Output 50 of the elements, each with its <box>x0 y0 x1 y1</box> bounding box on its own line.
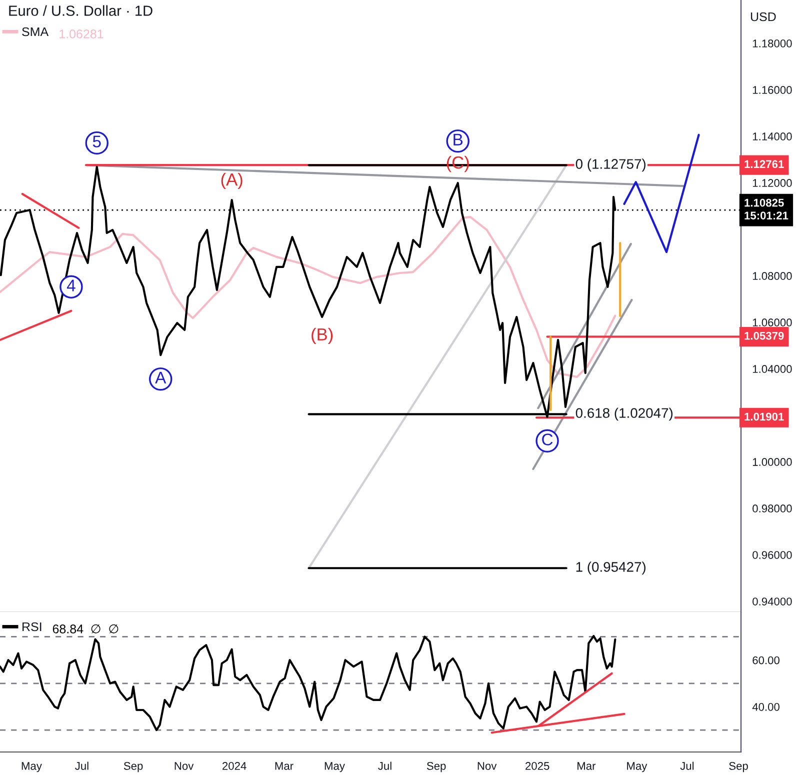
annotation: C <box>542 434 553 446</box>
y-axis-title: USD <box>750 12 776 22</box>
x-tick-label: Sep <box>426 762 446 772</box>
legend-label: SMA <box>22 27 49 36</box>
y-tick-label: 0.98000 <box>752 504 792 512</box>
y-tick-label: 1.00000 <box>752 458 792 466</box>
x-tick-label: Sep <box>124 762 143 772</box>
annotation: ∅ <box>91 624 100 634</box>
y-tick-label: 1.08000 <box>752 272 792 280</box>
annotation: (A) <box>221 172 242 190</box>
x-tick-label: May <box>22 762 42 772</box>
annotation: 1.06281 <box>60 30 104 38</box>
x-tick-label: May <box>627 762 648 772</box>
x-tick-label: Jul <box>75 762 88 770</box>
y-tick-label: 0.96000 <box>752 551 792 559</box>
annotation: 5 <box>92 136 101 148</box>
y-tick-label: 60.00 <box>752 656 780 664</box>
x-tick-label: May <box>324 762 345 772</box>
annotation: 4 <box>66 280 76 292</box>
x-tick-label: Mar <box>578 762 596 770</box>
x-tick-label: 2024 <box>222 762 246 770</box>
data-label: 1.12761 <box>744 160 784 168</box>
data-label: 1 (0.95427) <box>576 562 646 575</box>
ref-line-label: 1.10825 15:01:21 <box>744 198 788 220</box>
x-tick-label: Nov <box>478 762 497 770</box>
x-tick-label: Jul <box>378 762 392 770</box>
y-tick-label: 1.06000 <box>752 318 792 326</box>
x-tick-label: Jul <box>680 762 694 770</box>
y-tick-label: 1.14000 <box>752 132 792 140</box>
legend-label: RSI <box>22 622 42 632</box>
data-label: 0 (1.12757) <box>576 158 646 172</box>
data-label: 1.01901 <box>744 412 784 421</box>
annotation: B <box>454 134 463 146</box>
annotation: ∅ <box>109 624 118 634</box>
data-label: 0.618 (1.02047) <box>576 408 673 421</box>
y-tick-label: 1.18000 <box>752 40 792 48</box>
x-tick-label: Sep <box>729 762 748 772</box>
x-tick-label: Mar <box>275 762 294 770</box>
annotation: 68.84 <box>52 624 84 634</box>
y-tick-label: 1.16000 <box>752 86 792 94</box>
annotation: (B) <box>312 328 333 344</box>
y-tick-label: 1.04000 <box>752 365 792 373</box>
annotation: A <box>155 372 166 384</box>
y-tick-label: 0.94000 <box>752 598 792 606</box>
x-tick-label: 2025 <box>526 762 550 770</box>
chart-title: Euro / U.S. Dollar · 1D <box>9 5 152 16</box>
y-tick-label: 40.00 <box>752 703 780 711</box>
data-label: 1.05379 <box>744 332 784 340</box>
x-tick-label: Nov <box>174 762 194 770</box>
y-tick-label: 1.12000 <box>752 179 792 187</box>
